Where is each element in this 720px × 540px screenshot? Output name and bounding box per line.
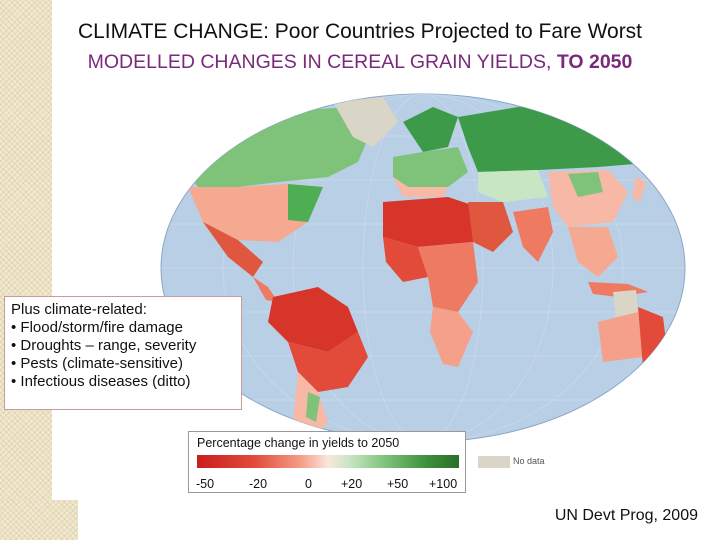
region-mexico: [203, 222, 263, 277]
legend-tick: -50: [196, 477, 215, 491]
callout-item: Flood/storm/fire damage: [11, 319, 235, 337]
callout-heading: Plus climate-related:: [11, 301, 147, 318]
source-credit: UN Devt Prog, 2009: [554, 507, 698, 524]
region-brazil: [288, 332, 368, 392]
legend-tick: +100: [429, 477, 458, 491]
subtitle-main: MODELLED CHANGES IN CEREAL GRAIN YIELDS,: [87, 51, 557, 73]
region-north-africa: [383, 197, 478, 247]
no-data-label: No data: [513, 456, 545, 466]
region-china: [548, 170, 628, 227]
region-usa-east-gain: [288, 184, 323, 222]
region-southeast-asia: [568, 227, 618, 277]
region-greenland: [333, 97, 398, 147]
legend-tick: +50: [387, 477, 409, 491]
callout-item: Droughts – range, severity: [11, 337, 235, 355]
subtitle-strong: TO 2050: [556, 51, 633, 73]
region-australia-west: [598, 312, 643, 362]
region-europe-south: [393, 177, 448, 197]
region-canada: [178, 107, 373, 187]
region-russia: [458, 107, 668, 172]
region-southern-africa: [430, 307, 473, 367]
callout-item: Pests (climate-sensitive): [11, 355, 235, 373]
region-central-asia: [478, 170, 548, 202]
region-china-north-gain: [568, 172, 603, 197]
callout-item: Infectious diseases (ditto): [11, 373, 235, 391]
page-title: CLIMATE CHANGE: Poor Countries Projected…: [77, 20, 643, 43]
legend-color-scale: [197, 455, 459, 468]
legend-tick: +20: [341, 477, 363, 491]
region-australia-central: [613, 290, 638, 317]
region-central-africa: [418, 242, 478, 312]
region-scandinavia: [403, 107, 458, 152]
region-new-zealand: [666, 372, 680, 397]
region-argentina-gain: [306, 392, 320, 422]
region-west-africa: [383, 237, 428, 282]
legend-title: Percentage change in yields to 2050: [197, 436, 400, 450]
legend-tick: -20: [249, 477, 268, 491]
region-south-america-north: [268, 287, 358, 352]
region-india: [513, 207, 553, 262]
legend-tick: 0: [305, 477, 312, 491]
region-middle-east: [468, 202, 513, 252]
region-europe: [393, 147, 468, 187]
yield-legend: Percentage change in yields to 2050: [188, 431, 466, 493]
decorative-stripe: [0, 0, 52, 540]
decorative-stripe-lower: [0, 500, 78, 540]
region-japan: [632, 177, 646, 202]
climate-factors-callout: Plus climate-related: Flood/storm/fire d…: [4, 296, 242, 410]
callout-list: Flood/storm/fire damage Droughts – range…: [11, 319, 235, 391]
page-subtitle: MODELLED CHANGES IN CEREAL GRAIN YIELDS,…: [0, 51, 720, 74]
region-central-america: [253, 277, 278, 302]
world-yield-map: [160, 93, 686, 443]
no-data-swatch: [478, 456, 510, 468]
